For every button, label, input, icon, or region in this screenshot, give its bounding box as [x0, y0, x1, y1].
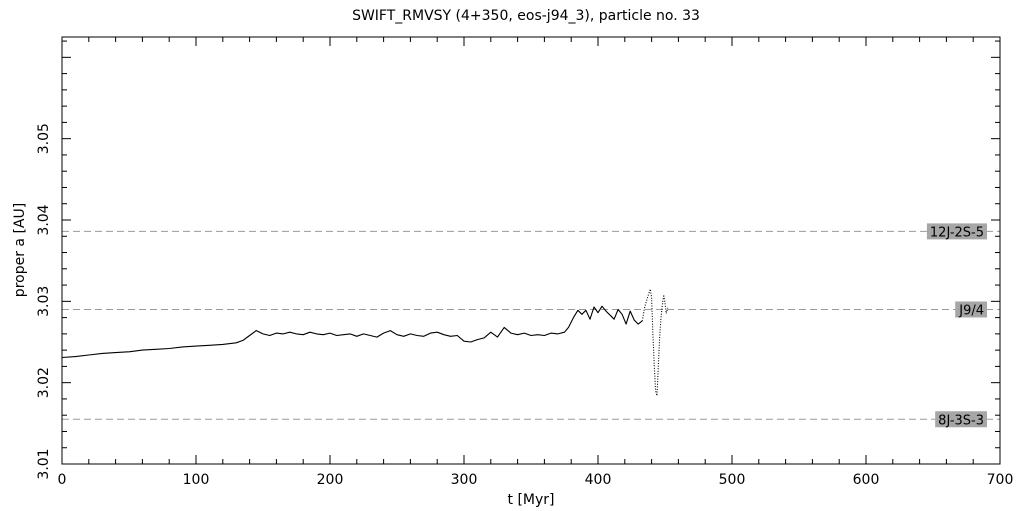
x-tick-label: 700 — [987, 472, 1014, 488]
x-tick-label: 100 — [183, 472, 210, 488]
x-tick-label: 600 — [853, 472, 880, 488]
y-tick-label: 3.04 — [36, 204, 52, 235]
axis-tick-labels: 0 100 200 300 400 500 600 700 3.01 3.02 3.03 3.04 3.… — [36, 123, 1013, 488]
y-tick-label: 3.02 — [36, 367, 52, 398]
resonance-lines — [62, 230, 1000, 420]
resonance-label-bg — [935, 411, 987, 428]
data-lines — [61, 288, 669, 397]
x-tick-label: 400 — [585, 472, 612, 488]
y-tick-label: 3.01 — [36, 448, 52, 479]
resonance-label-bg — [955, 301, 987, 318]
resonance-labels: 12J-2S-5 J9/4 8J-3S-3 — [926, 223, 987, 428]
resonance-label: 8J-3S-3 — [938, 413, 984, 428]
x-axis-label: t [Myr] — [508, 492, 555, 508]
y-axis-label: proper a [AU] — [12, 203, 28, 297]
resonance-label: 12J-2S-5 — [930, 225, 984, 240]
y-tick-label: 3.05 — [36, 123, 52, 154]
resonance-label-bg — [926, 223, 987, 240]
x-tick-label: 500 — [719, 472, 746, 488]
series-line-0 — [61, 305, 643, 359]
series-line-1 — [641, 288, 669, 397]
y-tick-label: 3.03 — [36, 286, 52, 317]
x-tick-label: 300 — [451, 472, 478, 488]
x-tick-label: 200 — [317, 472, 344, 488]
resonance-label: J9/4 — [958, 303, 984, 318]
chart-title: SWIFT_RMVSY (4+350, eos-j94_3), particle… — [352, 8, 700, 24]
x-tick-label: 0 — [58, 472, 67, 488]
plot-frame — [61, 36, 1001, 465]
axis-ticks — [61, 37, 1001, 465]
